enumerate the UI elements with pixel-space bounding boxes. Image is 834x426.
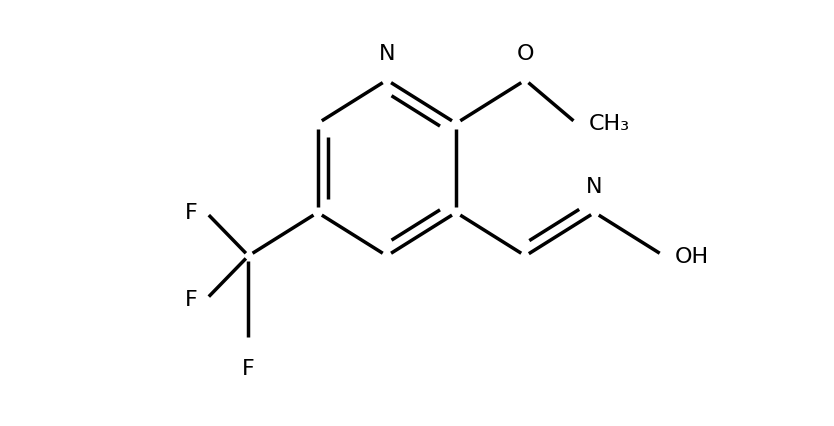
Text: O: O (516, 44, 534, 64)
Text: CH₃: CH₃ (589, 114, 630, 134)
Text: F: F (242, 358, 255, 378)
Text: F: F (184, 290, 198, 309)
Text: N: N (379, 44, 395, 64)
Text: N: N (586, 176, 603, 196)
Text: F: F (184, 203, 198, 223)
Text: OH: OH (675, 246, 709, 266)
